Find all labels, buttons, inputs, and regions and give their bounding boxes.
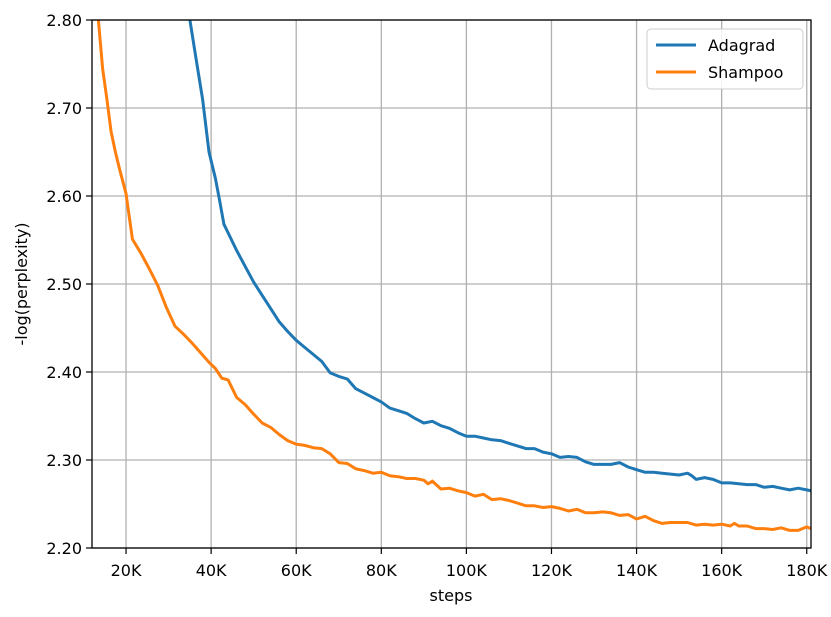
x-tick-label: 60K — [281, 561, 312, 580]
y-tick-label: 2.70 — [46, 99, 82, 118]
x-tick-label: 140K — [616, 561, 658, 580]
x-axis-label: steps — [430, 586, 473, 605]
series-line-shampoo — [96, 20, 811, 532]
legend-label-shampoo: Shampoo — [708, 63, 783, 82]
legend: Adagrad Shampoo — [646, 28, 804, 90]
x-tick-label: 120K — [531, 561, 573, 580]
series-layer — [96, 20, 811, 532]
x-tick-label: 180K — [786, 561, 828, 580]
legend-label-adagrad: Adagrad — [708, 36, 775, 55]
x-tick-label: 160K — [701, 561, 743, 580]
y-tick-label: 2.50 — [46, 275, 82, 294]
y-tick-label: 2.30 — [46, 451, 82, 470]
x-tick-label: 80K — [366, 561, 397, 580]
x-tick-label: 20K — [111, 561, 142, 580]
y-tick-label: 2.20 — [46, 539, 82, 558]
x-tick-label: 40K — [196, 561, 227, 580]
series-line-adagrad — [188, 20, 811, 493]
x-axis-ticks: 20K 40K 60K 80K 100K 120K 140K 160K 180K — [111, 548, 828, 580]
y-tick-label: 2.60 — [46, 187, 82, 206]
y-axis-label: -log(perplexity) — [12, 222, 31, 345]
x-tick-label: 100K — [446, 561, 488, 580]
y-tick-label: 2.40 — [46, 363, 82, 382]
y-axis-ticks: 2.20 2.30 2.40 2.50 2.60 2.70 2.80 — [46, 11, 92, 558]
y-tick-label: 2.80 — [46, 11, 82, 30]
